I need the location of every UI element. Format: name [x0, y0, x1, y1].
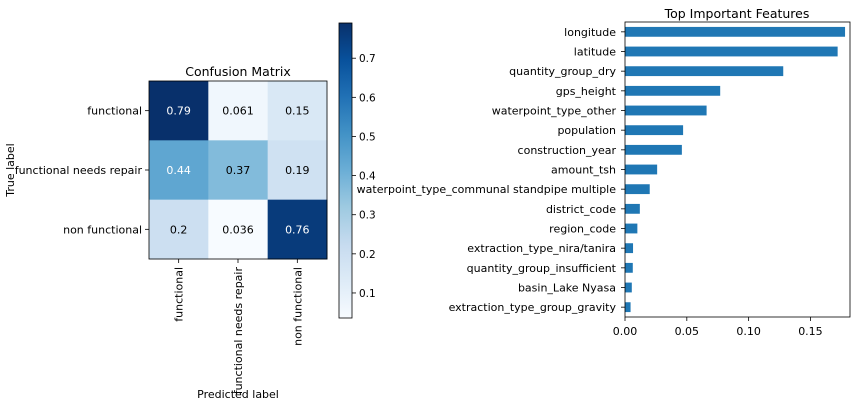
cm-x-tick-label: non functional: [291, 267, 304, 346]
cm-cell: [208, 199, 269, 260]
cm-cell: [267, 140, 328, 201]
colorbar-tick-label: 0.1: [359, 288, 376, 300]
fi-y-tick-label: construction_year: [518, 144, 617, 157]
cm-cells: 0.79 0.061 0.15 0.44 0.37 0.19 0.2 0.036 0.76: [149, 81, 328, 260]
fi-y-tick-label: gps_height: [556, 85, 617, 98]
cm-cell-label: 0.37: [226, 164, 251, 177]
fi-bar: [625, 262, 633, 273]
fi-y-tick-label: district_code: [546, 203, 616, 216]
cm-cell-label: 0.15: [285, 105, 310, 118]
cm-cell-label: 0.2: [170, 223, 188, 236]
fi-x-tick-label: 0.05: [675, 325, 700, 338]
fi-bar: [625, 105, 707, 116]
cm-x-tick-label: functional needs repair: [232, 267, 245, 395]
cm-y-tick-label: functional: [87, 105, 142, 118]
fi-y-tick-label: quantity_group_dry: [509, 65, 616, 78]
colorbar-tick-label: 0.3: [359, 210, 376, 222]
colorbar-tick-label: 0.4: [359, 171, 376, 183]
cm-cell-label: 0.76: [285, 223, 310, 236]
cm-cell: [208, 81, 269, 141]
cm-cell-label: 0.44: [166, 164, 191, 177]
fi-bar: [625, 66, 784, 77]
fi-bar: [625, 85, 721, 96]
fi-bar: [625, 243, 634, 254]
colorbar-tick-label: 0.2: [359, 249, 376, 261]
fi-y-tick-label: amount_tsh: [551, 164, 616, 177]
fi-bars: [625, 26, 846, 313]
fi-y-tick-label: longitude: [564, 26, 616, 39]
cm-cell: [149, 140, 209, 201]
cm-cell: [267, 199, 328, 260]
cm-cell: [149, 81, 209, 141]
fi-y-tick-label: waterpoint_type_other: [492, 105, 617, 118]
fi-bar: [625, 164, 658, 175]
fi-bar: [625, 144, 682, 155]
cm-y-tick-labels: functional functional needs repair non fun…: [15, 105, 149, 236]
fi-x-tick-label: 0.00: [613, 325, 638, 338]
fi-y-tick-label: latitude: [574, 46, 616, 59]
fi-bar: [625, 184, 650, 195]
fi-x-tick-labels: 0.00 0.05 0.10 0.15: [613, 317, 823, 338]
colorbar-tick-label: 0.5: [359, 131, 376, 143]
cm-cell-label: 0.036: [222, 223, 254, 236]
fi-y-tick-label: basin_Lake Nyasa: [518, 282, 616, 295]
fi-y-tick-label: population: [557, 124, 616, 137]
fi-y-tick-label: waterpoint_type_communal standpipe multi…: [357, 183, 617, 196]
fi-y-tick-label: extraction_type_group_gravity: [449, 301, 617, 314]
cm-title: Confusion Matrix: [185, 64, 291, 79]
cm-cell: [208, 140, 269, 201]
fi-x-tick-label: 0.10: [736, 325, 761, 338]
fi-y-tick-label: extraction_type_nira/tanira: [467, 242, 616, 255]
fi-bar: [625, 282, 632, 293]
colorbar-ticks: 0.1 0.2 0.3 0.4 0.5 0.6 0.7: [352, 53, 376, 300]
cm-y-tick-label: non functional: [63, 223, 142, 236]
fi-bar: [625, 125, 684, 136]
fi-bar: [625, 46, 838, 57]
fi-bar: [625, 223, 638, 234]
fi-bar: [625, 26, 846, 37]
cm-cell-label: 0.79: [166, 105, 191, 118]
cm-y-tick-label: functional needs repair: [15, 164, 143, 177]
cm-cell: [267, 81, 328, 141]
cm-cell-label: 0.19: [285, 164, 310, 177]
fi-frame: [624, 21, 851, 318]
fi-y-tick-label: region_code: [549, 223, 616, 236]
cm-cell-label: 0.061: [222, 105, 254, 118]
cm-x-tick-labels: functional functional needs repair non fun…: [173, 258, 304, 395]
cm-cell: [149, 199, 209, 260]
fi-y-tick-label: quantity_group_insufficient: [467, 262, 617, 275]
colorbar-tick-label: 0.6: [359, 92, 376, 104]
fi-bar: [625, 203, 640, 214]
cm-y-axis-label: True label: [4, 143, 17, 197]
cm-frame: [148, 80, 328, 260]
colorbar: [338, 22, 353, 319]
fi-x-tick-label: 0.15: [798, 325, 823, 338]
cm-x-tick-label: functional: [173, 267, 186, 322]
fi-y-tick-labels: longitude latitude quantity_group_dry gps_h…: [357, 26, 625, 314]
colorbar-tick-label: 0.7: [359, 53, 376, 65]
cm-x-axis-label: Predicted label: [197, 388, 279, 401]
fi-title: Top Important Features: [664, 6, 810, 21]
fi-bar: [625, 302, 631, 313]
